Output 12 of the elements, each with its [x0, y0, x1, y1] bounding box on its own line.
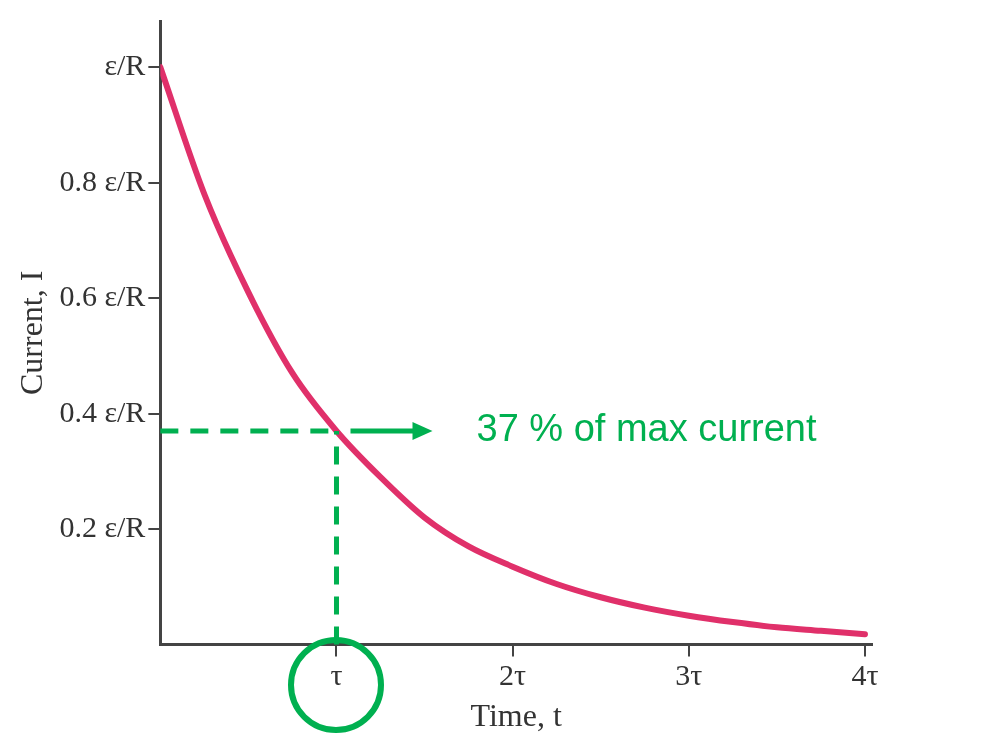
x-tick-label: 2τ: [499, 658, 527, 692]
x-tick-label: 4τ: [851, 658, 879, 692]
y-tick-label: ε/R: [104, 48, 146, 82]
y-tick-label: 0.2 ε/R: [59, 509, 146, 543]
y-tick-label: 0.6 ε/R: [59, 279, 146, 313]
annotation: 37 % of max current: [476, 407, 817, 450]
y-axis-title: Current, I: [12, 270, 49, 395]
y-tick-label: 0.8 ε/R: [59, 163, 146, 197]
x-axis-title: Time, t: [470, 697, 562, 734]
x-tick-label: τ: [330, 658, 343, 692]
x-tick-label: 3τ: [675, 658, 703, 692]
y-tick-label: 0.4 ε/R: [59, 394, 146, 428]
